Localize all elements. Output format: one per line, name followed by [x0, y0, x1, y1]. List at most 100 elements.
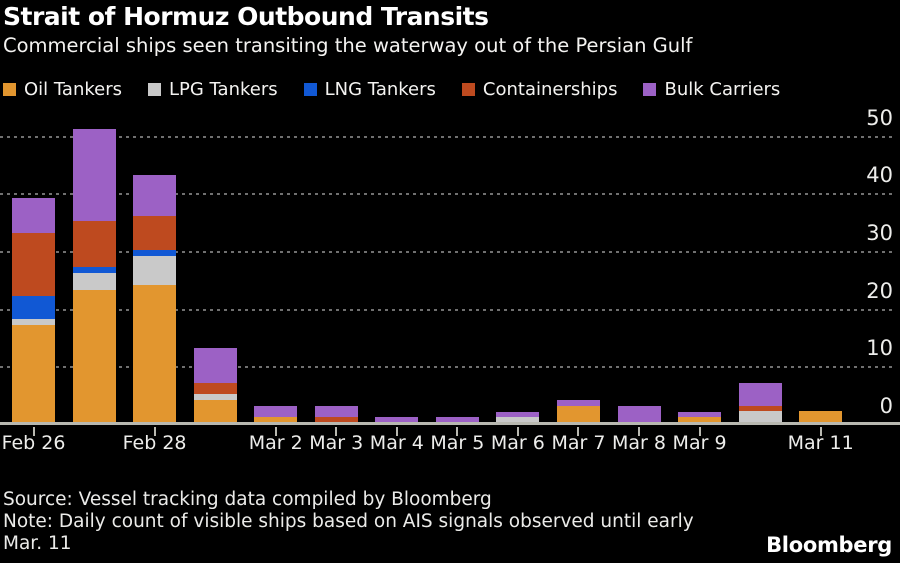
- bar-segment: [12, 232, 55, 297]
- y-axis-label: 20: [866, 278, 893, 303]
- bar-segment: [738, 411, 782, 423]
- note-text-line2: Mar. 11: [3, 533, 72, 554]
- bloomberg-logo: Bloomberg: [766, 533, 892, 557]
- bar-mar-8: [617, 405, 661, 423]
- x-axis-line: [0, 422, 900, 425]
- bar-segment: [254, 417, 298, 423]
- bar-segment: [133, 255, 177, 285]
- lng-tankers-swatch-icon: [303, 83, 317, 96]
- bar-segment: [193, 348, 237, 383]
- bar-segment: [12, 319, 55, 325]
- x-axis-tick: [335, 427, 338, 436]
- legend-label: Oil Tankers: [24, 79, 122, 100]
- legend-label: LNG Tankers: [324, 79, 436, 100]
- bar-mar-10: [738, 382, 782, 423]
- x-axis-label: Mar 7: [551, 432, 606, 454]
- bar-segment: [72, 290, 116, 423]
- bar-segment: [12, 296, 55, 320]
- bar-segment: [738, 382, 782, 406]
- x-axis-tick: [638, 427, 640, 436]
- y-axis-label: 0: [879, 394, 893, 418]
- bar-segment: [435, 417, 479, 423]
- x-axis-label: Mar 2: [248, 432, 303, 454]
- legend-item-lpg-tankers: LPG Tankers: [147, 79, 278, 100]
- legend-item-bulk-carriers: Bulk Carriers: [643, 79, 780, 100]
- bar-mar-4: [375, 417, 419, 423]
- x-axis-tick: [395, 427, 398, 436]
- legend-label: LPG Tankers: [168, 79, 278, 100]
- lpg-tankers-swatch-icon: [147, 83, 161, 96]
- chart-legend: Oil Tankers LPG Tankers LNG Tankers Cont…: [3, 79, 780, 100]
- bar-segment: [72, 129, 116, 222]
- bar-segment: [678, 411, 722, 418]
- gridline-50: [0, 135, 895, 138]
- bar-segment: [496, 417, 540, 423]
- bar-feb-26: [12, 198, 55, 423]
- bar-segment: [193, 399, 237, 423]
- page-title: Strait of Hormuz Outbound Transits: [3, 2, 489, 31]
- bar-mar-3: [314, 405, 358, 423]
- bar-mar-9: [678, 411, 722, 423]
- legend-item-lng-tankers: LNG Tankers: [303, 79, 436, 100]
- bar-segment: [496, 411, 540, 418]
- bar-segment: [375, 417, 419, 423]
- bar-segment: [133, 250, 177, 256]
- bar-segment: [12, 325, 55, 423]
- footer-notes: Source: Vessel tracking data compiled by…: [3, 489, 694, 555]
- gridline-20: [0, 308, 895, 311]
- plot-area: 0 10 20 30 40 50 Feb 26 Feb 28 Mar 2 Mar 3 Mar 4 Ma…: [0, 105, 900, 454]
- bar-feb-27: [72, 129, 116, 423]
- x-axis-label: Mar 4: [369, 432, 424, 454]
- x-axis-tick: [32, 427, 35, 436]
- bar-segment: [799, 411, 843, 423]
- x-axis-label: Feb 28: [122, 432, 187, 454]
- x-axis-label: Mar 3: [309, 432, 364, 454]
- bar-segment: [678, 417, 722, 423]
- bar-mar-1: [193, 348, 237, 423]
- containerships-swatch-icon: [461, 83, 475, 96]
- legend-item-containerships: Containerships: [461, 79, 618, 100]
- bar-segment: [72, 267, 116, 274]
- bar-mar-7: [556, 399, 600, 423]
- x-axis-tick: [698, 427, 701, 436]
- bar-feb-28: [133, 175, 177, 423]
- bar-segment: [314, 405, 358, 418]
- bar-segment: [738, 405, 782, 412]
- note-text-line1: Note: Daily count of visible ships based…: [3, 511, 694, 532]
- legend-label: Bulk Carriers: [664, 79, 781, 100]
- bar-segment: [193, 382, 237, 395]
- bar-segment: [556, 405, 600, 423]
- y-axis-label: 50: [866, 105, 893, 130]
- x-axis-label: Mar 8: [612, 432, 666, 454]
- oil-tankers-swatch-icon: [3, 83, 16, 96]
- x-axis-label: Feb 26: [1, 432, 66, 454]
- x-axis-tick: [153, 427, 156, 436]
- bar-segment: [254, 405, 298, 418]
- bar-segment: [133, 215, 177, 251]
- x-axis-tick: [456, 427, 459, 436]
- legend-label: Containerships: [482, 79, 618, 100]
- x-axis-tick: [577, 427, 580, 436]
- bar-mar-5: [435, 417, 479, 423]
- x-axis-label: Mar 6: [490, 432, 545, 454]
- x-axis-label: Mar 11: [787, 432, 854, 454]
- gridline-40: [0, 193, 895, 196]
- bar-segment: [556, 399, 600, 406]
- chart-subtitle: Commercial ships seen transiting the wat…: [3, 34, 693, 57]
- bar-segment: [12, 198, 55, 233]
- x-axis-label: Mar 9: [672, 432, 727, 454]
- bar-mar-2: [254, 405, 298, 423]
- x-axis-tick: [819, 427, 822, 436]
- bar-segment: [133, 284, 177, 423]
- bar-segment: [617, 405, 661, 423]
- x-axis-tick: [274, 427, 277, 436]
- gridline-30: [0, 251, 895, 254]
- bar-segment: [314, 417, 358, 423]
- legend-item-oil-tankers: Oil Tankers: [3, 79, 122, 100]
- y-axis-label: 30: [866, 221, 893, 246]
- source-text: Source: Vessel tracking data compiled by…: [3, 489, 492, 510]
- y-axis-label: 40: [866, 163, 893, 188]
- bar-segment: [72, 221, 116, 268]
- gridline-10: [0, 366, 895, 369]
